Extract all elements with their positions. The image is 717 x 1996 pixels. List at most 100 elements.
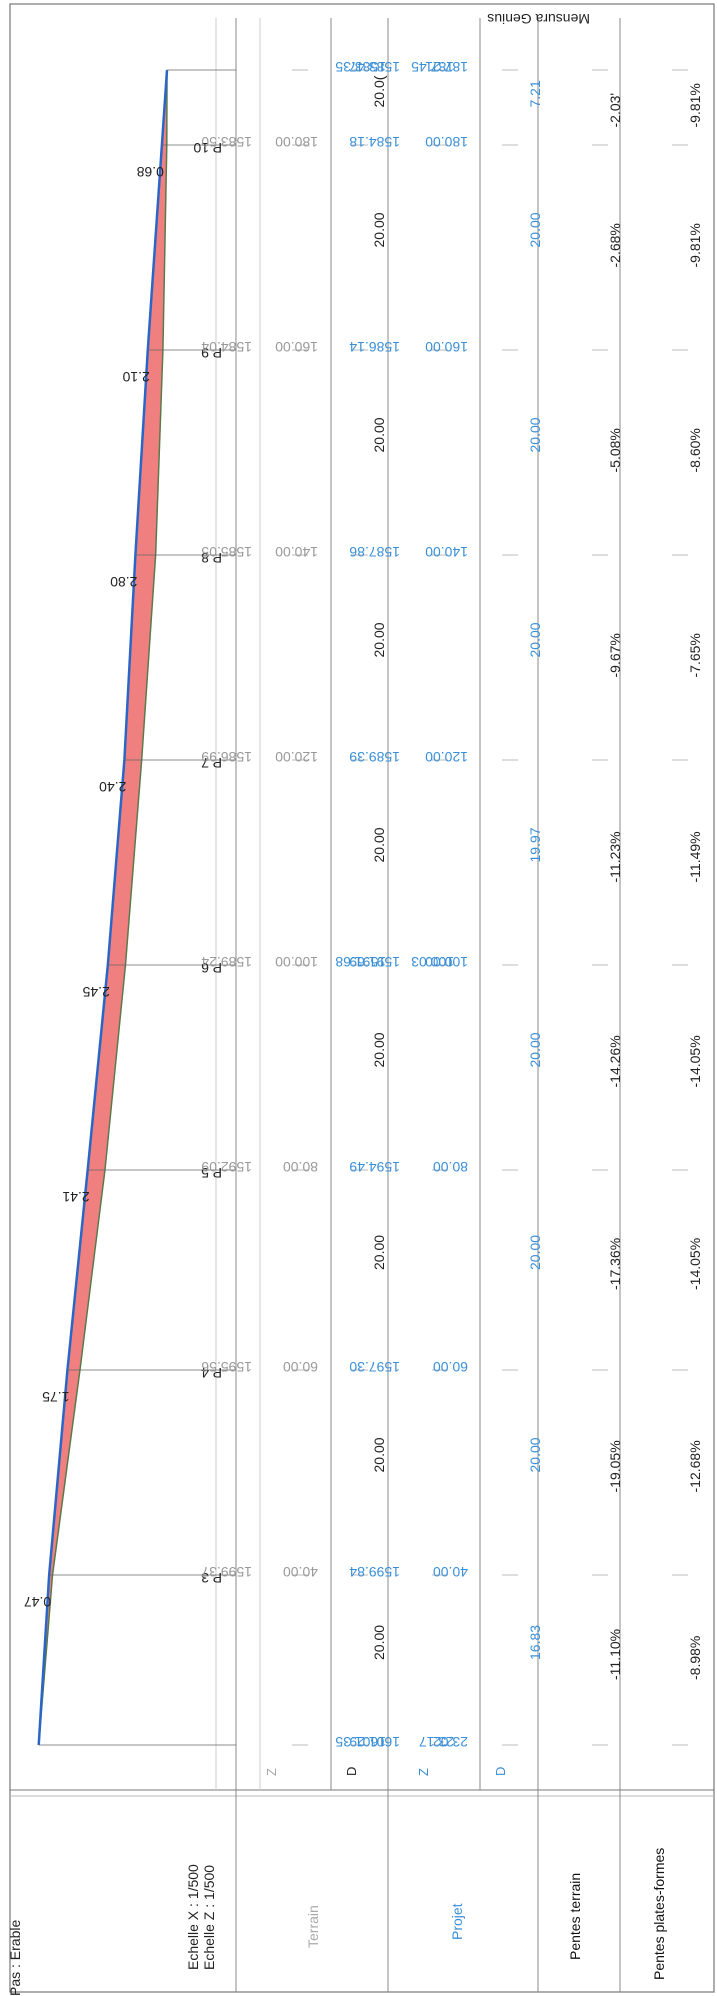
cut-value: 2.10 <box>122 369 149 385</box>
cut-value: 1.75 <box>42 1389 69 1405</box>
terrain-d-value: 140.00 <box>275 544 318 560</box>
projet-d-value: 40.00 <box>433 1564 468 1580</box>
pente-terrain: -11.23% <box>607 831 623 882</box>
projet-d-value: 180.00 <box>425 134 468 150</box>
station-name: P 4 <box>201 1365 222 1381</box>
pente-terrain: -19.05% <box>607 1440 623 1492</box>
terrain-spacing: 20.00 <box>371 622 387 657</box>
terrain-z-value: 1585.05 <box>201 544 252 560</box>
pente-plateforme: -14.05% <box>687 1238 703 1290</box>
terrain-z-value: 1592.09 <box>201 1159 252 1175</box>
projet-z-value-alt: 1601.35 <box>335 1734 386 1750</box>
pente-plateforme: -9.81% <box>687 83 703 127</box>
cut-fill-area <box>38 70 168 1745</box>
terrain-z-value: 1595.56 <box>201 1359 252 1375</box>
cut-value: 2.80 <box>110 574 137 590</box>
header-band <box>10 1789 714 1797</box>
table-labels: 1601.29 23.02 1601.35 23.17 P 3 0.47 1599.37 40… <box>24 59 703 1750</box>
station-name: P 10 <box>193 140 222 156</box>
projet-z-value: 1583.47 <box>349 59 400 75</box>
pente-plateforme: -9.81% <box>687 223 703 267</box>
pente-terrain: -11.10% <box>607 1629 623 1680</box>
project-spacing: 20.00 <box>527 1437 543 1472</box>
pente-plateforme: -8.98% <box>687 1636 703 1680</box>
projet-d-value: 100.00 <box>425 954 468 970</box>
pente-plateforme: -11.49% <box>687 831 703 882</box>
projet-z-value-alt: 1591.68 <box>335 954 386 970</box>
projet-d-value-alt: 23.17 <box>419 1734 454 1750</box>
projet-z-value: 1591.69 <box>349 954 400 970</box>
terrain-line <box>37 69 168 1746</box>
pente-terrain: -2.68% <box>607 223 623 267</box>
project-spacing: 20.00 <box>527 212 543 247</box>
brand-label: Mensura Genius <box>487 11 590 27</box>
projet-z-value: 1597.30 <box>349 1359 400 1375</box>
terrain-d-value: 60.00 <box>283 1359 318 1375</box>
projet-z-value: 1586.14 <box>349 339 400 355</box>
project-spacing: 16.83 <box>527 1625 543 1660</box>
terrain-z-value: 1584.04 <box>201 339 252 355</box>
terrain-spacing: 20.00 <box>371 1437 387 1472</box>
projet-d-value: 160.00 <box>425 339 468 355</box>
terrain-d-value: 120.00 <box>275 749 318 765</box>
row-label-terrain-z: Z <box>264 1768 279 1776</box>
projet-z-value-alt: 1583.35 <box>335 59 386 75</box>
cut-value: 2.45 <box>82 984 109 1000</box>
pente-terrain: -17.36% <box>607 1238 623 1290</box>
projet-z-value: 1601.29 <box>349 1734 400 1750</box>
project-spacing: 19.97 <box>527 827 543 862</box>
station-name: P 5 <box>201 1165 222 1181</box>
terrain-spacing: 20.00 <box>371 212 387 247</box>
terrain-spacing: 20.00 <box>371 1625 387 1660</box>
terrain-z-value: 1599.37 <box>201 1564 252 1580</box>
scale-z-label: Echelle Z : 1/500 <box>201 1865 217 1970</box>
projet-z-value: 1587.86 <box>349 544 400 560</box>
terrain-d-value: 80.00 <box>283 1159 318 1175</box>
terrain-z-value: 1589.24 <box>201 954 252 970</box>
projet-d-value: 120.00 <box>425 749 468 765</box>
table-grid <box>215 18 621 1992</box>
cut-value: 0.68 <box>136 164 163 180</box>
pente-plateforme: -8.60% <box>687 428 703 472</box>
pente-plateforme: -7.65% <box>687 633 703 677</box>
row-label-terrain-d: D <box>344 1767 359 1776</box>
terrain-z-value: 1586.99 <box>201 749 252 765</box>
profile-drawing <box>37 69 236 1746</box>
terrain-z-value: 1583.50 <box>201 134 252 150</box>
pente-terrain: -14.26% <box>607 1035 623 1087</box>
pente-plateforme: -14.05% <box>687 1035 703 1087</box>
row-label-pentes-plateformes: Pentes plates-formes <box>651 1848 667 1980</box>
projet-z-value: 1599.84 <box>349 1564 400 1580</box>
row-label-projet-z: Z <box>416 1768 431 1776</box>
terrain-spacing: 20.00 <box>371 827 387 862</box>
projet-z-value: 1594.49 <box>349 1159 400 1175</box>
projet-d-value: 60.00 <box>433 1359 468 1375</box>
projet-d-value: 23.02 <box>433 1734 468 1750</box>
terrain-spacing: 20.0( <box>371 75 387 107</box>
partial-title: Pas : Erable <box>7 1920 23 1996</box>
terrain-d-value: 40.00 <box>283 1564 318 1580</box>
terrain-d-value: 180.00 <box>275 134 318 150</box>
station-name: P 7 <box>201 755 222 771</box>
row-label-projet-d: D <box>493 1767 508 1776</box>
row-label-terrain: Terrain <box>305 1905 321 1948</box>
pente-plateforme: -12.68% <box>687 1440 703 1492</box>
row-label-pentes-terrain: Pentes terrain <box>567 1873 583 1960</box>
projet-d-value: 80.00 <box>433 1159 468 1175</box>
terrain-spacing: 20.00 <box>371 417 387 452</box>
row-label-projet: Projet <box>449 1903 465 1940</box>
project-spacing: 20.00 <box>527 1032 543 1067</box>
terrain-spacing: 20.00 <box>371 1032 387 1067</box>
projet-d-value-alt: 187.45 <box>411 59 454 75</box>
station-name: P 6 <box>201 960 222 976</box>
pente-terrain: -5.08% <box>607 428 623 472</box>
projet-d-value: 140.00 <box>425 544 468 560</box>
projet-z-value: 1584.18 <box>349 134 400 150</box>
sheet-frame <box>9 3 715 1993</box>
cut-value: 2.40 <box>99 779 126 795</box>
projet-d-value: 187.21 <box>425 59 468 75</box>
station-name: P 8 <box>201 550 222 566</box>
project-spacing: 7.21 <box>527 80 543 107</box>
scale-x-label: Echelle X : 1/500 <box>185 1864 201 1970</box>
